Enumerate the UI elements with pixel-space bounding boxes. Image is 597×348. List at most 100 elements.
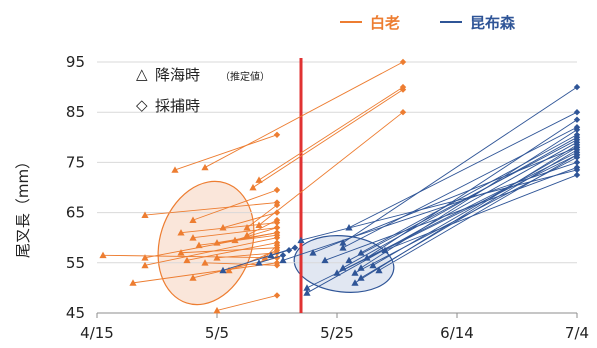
series-0-release-point-15: [213, 239, 221, 246]
series-1-release-point-12: [339, 239, 347, 246]
y-tick-label-75: 75: [66, 153, 85, 171]
series-0-capture-point-5: [273, 131, 281, 138]
series-0-link-12: [198, 234, 278, 246]
series-0-link-24: [258, 86, 404, 181]
y-tick-label-55: 55: [66, 254, 85, 272]
series-0-capture-point-21: [273, 201, 281, 209]
series-0-capture-point-20: [273, 224, 281, 231]
series-0-release-point-17: [213, 306, 221, 314]
legend-label-shiraoi: 白老: [370, 14, 400, 32]
series-0-release-point-7: [177, 229, 185, 236]
series-0-link-7: [180, 222, 278, 234]
series-1-link-1: [258, 254, 284, 264]
series-0-release-point-6: [177, 249, 185, 256]
series-0-release-point-18: [219, 224, 227, 231]
series-0-link-8: [186, 242, 278, 261]
x-axis: 4/15 5/5 5/25 6/14 7/4: [80, 312, 589, 342]
series-1-release-point-17: [357, 264, 365, 271]
series-0-link-13: [204, 61, 404, 168]
series-0-release-point-12: [195, 241, 203, 249]
series-1-link-18: [360, 134, 578, 254]
series-0-link-2: [144, 202, 278, 216]
series-0-release-point-2: [141, 211, 149, 218]
series-0-link-9: [192, 189, 278, 221]
series-0-capture-point-11: [273, 254, 281, 261]
series-0-release-point-22: [243, 231, 251, 239]
series-0-release-point-16: [213, 254, 221, 261]
series-1-capture-point-2: [285, 247, 293, 254]
series-0-capture-point-22: [273, 216, 281, 224]
series-0-release-point-21: [243, 224, 251, 231]
series-1-release-point-5: [303, 284, 311, 291]
series-0-release-point-25: [255, 221, 263, 229]
x-tick-label-2: 5/25: [320, 324, 354, 342]
series-1-link-8: [324, 166, 578, 261]
series-1-link-9: [336, 151, 578, 274]
series-1-release-point-3: [279, 256, 287, 264]
series-0-release-point-23: [249, 183, 257, 191]
series-0-link-0: [102, 254, 278, 259]
series-0-link-21: [246, 204, 278, 229]
series-1-capture-point-18: [573, 131, 581, 138]
series-0-release-point-19: [225, 266, 233, 274]
gridlines: [97, 61, 577, 264]
y-tick-label-45: 45: [66, 304, 85, 322]
series-0-link-10: [192, 227, 278, 239]
series-1-capture-point-22: [573, 151, 581, 159]
legend: 白老 昆布森: [340, 14, 516, 32]
marker-annotations: △ 降海時 （推定値） ◇ 採捕時: [136, 65, 270, 115]
x-tick-label-1: 5/5: [205, 324, 229, 342]
series-0-release-point-0: [99, 251, 107, 259]
series-1: [219, 83, 581, 296]
series-0-link-18: [222, 212, 278, 229]
series-0-capture-point-14: [273, 262, 281, 269]
series-1-release-point-1: [255, 259, 263, 266]
series-1-link-10: [342, 136, 578, 269]
series-1-capture-point-8: [573, 164, 581, 171]
series-0-link-26: [264, 244, 278, 259]
series-1-capture-point-23: [573, 171, 581, 179]
series-1-release-point-18: [357, 249, 365, 256]
diamond-marker-icon: ◇: [136, 96, 148, 114]
triangle-marker-icon: △: [136, 65, 148, 83]
series-1-link-19: [360, 149, 578, 279]
series-1-release-point-8: [321, 256, 329, 264]
series-1-link-23: [384, 174, 578, 251]
series-0-release-point-3: [141, 254, 149, 261]
series-1-capture-point-13: [573, 109, 581, 116]
triangle-annotation-label: 降海時: [155, 66, 200, 84]
series-0-capture-point-26: [273, 242, 281, 249]
series-0-release-point-4: [141, 261, 149, 269]
series-1-capture-point-12: [573, 83, 581, 91]
series-1-link-22: [378, 154, 578, 271]
series-0-link-17: [216, 294, 278, 311]
series-1-release-point-23: [381, 246, 389, 254]
series-1-link-13: [348, 111, 578, 229]
legend-label-konbumori: 昆布森: [470, 14, 516, 32]
series-layer: [99, 58, 581, 314]
series-1-release-point-7: [309, 249, 317, 256]
series-0-capture-point-19: [273, 247, 281, 254]
series-0-release-point-24: [255, 176, 263, 183]
series-1-link-11: [342, 126, 578, 249]
y-axis: 45 55 65 75 85 95: [66, 53, 85, 322]
series-0-release-point-11: [189, 274, 197, 281]
series-1-release-point-11: [339, 244, 347, 251]
series-0-capture-point-17: [273, 292, 281, 299]
series-0-release-point-8: [183, 256, 191, 264]
series-0-capture-point-9: [273, 186, 281, 194]
series-1-release-point-2: [267, 251, 275, 259]
series-0-release-point-20: [231, 236, 239, 244]
series-0-link-16: [216, 252, 278, 259]
series-0-link-25: [258, 111, 404, 226]
series-0-capture-point-24: [399, 83, 407, 91]
series-1-link-2: [270, 249, 290, 256]
y-tick-label-85: 85: [66, 103, 85, 121]
series-0-link-1: [132, 262, 278, 284]
series-1-link-21: [372, 146, 578, 266]
series-0-link-23: [252, 89, 404, 188]
series-0-release-point-9: [189, 216, 197, 224]
series-0-capture-point-15: [273, 229, 281, 236]
x-tick-label-0: 4/15: [80, 324, 114, 342]
series-1-capture-point-20: [573, 116, 581, 123]
